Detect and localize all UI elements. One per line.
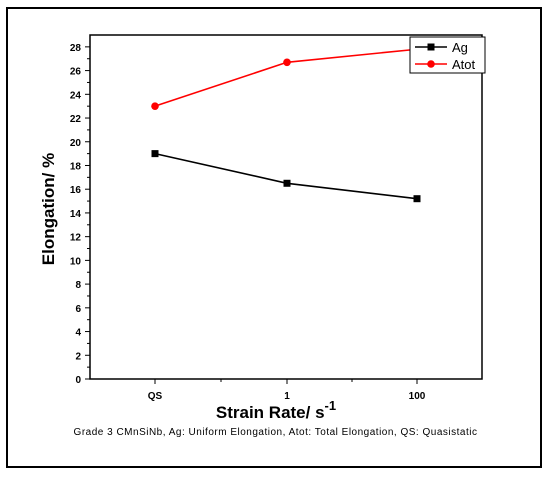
data-point-atot	[151, 102, 159, 110]
legend-box	[409, 36, 486, 74]
y-tick-label: 26	[70, 67, 82, 78]
y-tick-label: 12	[70, 233, 82, 244]
x-axis-ticks: QS 1 100	[148, 379, 426, 402]
data-point-ag	[413, 195, 421, 203]
series-line-atot	[154, 48, 418, 107]
legend-marker-ag	[427, 43, 435, 51]
data-point-ag	[151, 150, 159, 158]
y-tick-label: 20	[70, 138, 82, 149]
axes	[89, 34, 483, 380]
y-tick-label: 4	[75, 328, 81, 339]
legend-marker-atot	[427, 60, 435, 68]
y-tick-label: 8	[75, 280, 81, 291]
figure-caption: Grade 3 CMnSiNb, Ag: Uniform Elongation,…	[73, 427, 478, 438]
y-tick-label: 16	[70, 185, 82, 196]
legend-label-atot: Atot	[452, 57, 476, 72]
y-axis-label: Elongation/ %	[39, 153, 58, 265]
legend-label-ag: Ag	[452, 40, 468, 55]
series-layer	[151, 45, 421, 203]
figure-frame	[6, 7, 542, 468]
x-axis-label-superscript: -1	[325, 398, 337, 413]
plot-area-border	[89, 34, 483, 380]
series-line-ag	[154, 152, 418, 200]
x-axis-label: Strain Rate/ s-1	[216, 398, 336, 422]
y-tick-label: 24	[70, 90, 82, 101]
data-point-atot	[283, 58, 291, 67]
x-tick-label: 1	[284, 391, 290, 402]
y-tick-label: 0	[75, 375, 81, 386]
y-tick-label: 2	[75, 351, 81, 362]
x-axis-label-text: Strain Rate/ s	[216, 403, 325, 422]
y-tick-label: 18	[70, 161, 82, 172]
legend: Ag Atot	[409, 36, 486, 74]
y-tick-label: 22	[70, 114, 82, 125]
y-tick-label: 10	[70, 256, 82, 267]
y-tick-label: 28	[70, 43, 82, 54]
x-tick-label: QS	[148, 391, 163, 402]
y-tick-label: 6	[75, 304, 81, 315]
x-tick-label: 100	[409, 391, 426, 402]
data-point-ag	[283, 179, 291, 187]
y-tick-label: 14	[70, 209, 82, 220]
